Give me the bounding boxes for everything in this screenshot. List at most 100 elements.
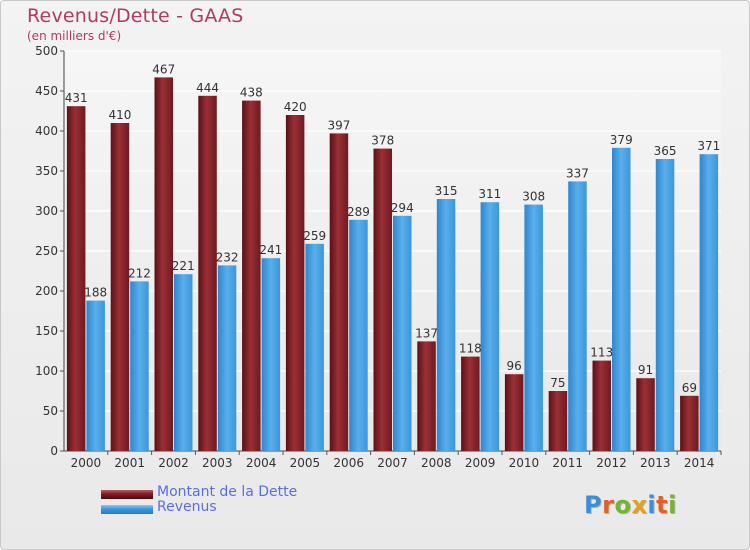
legend-label-dette: Montant de la Dette: [157, 484, 298, 500]
bar-dette: [198, 95, 217, 452]
data-label: 75: [550, 376, 565, 390]
data-label: 259: [303, 229, 326, 243]
data-label: 311: [478, 187, 501, 201]
x-tick-label: 2004: [246, 456, 277, 470]
data-label: 212: [128, 266, 151, 280]
bar-dette: [110, 123, 130, 451]
x-tick-label: 2006: [333, 456, 364, 470]
x-tick-label: 2000: [71, 456, 102, 470]
data-label: 438: [240, 86, 263, 100]
data-label: 397: [327, 118, 350, 132]
proxiti-logo: Proxiti: [584, 491, 677, 519]
bar-revenus: [86, 300, 105, 451]
data-label: 410: [108, 108, 131, 122]
bar-dette: [66, 106, 86, 451]
y-tick-label: 0: [50, 444, 58, 458]
bar-revenus: [524, 204, 543, 451]
x-tick-label: 2001: [114, 456, 145, 470]
data-label: 315: [435, 184, 458, 198]
bar-dette: [680, 395, 699, 451]
bar-revenus: [174, 274, 193, 451]
legend-label-revenus: Revenus: [157, 499, 217, 515]
x-tick-label: 2012: [596, 456, 627, 470]
logo-letter: P: [584, 491, 603, 519]
data-label: 188: [84, 286, 107, 300]
data-label: 137: [415, 326, 438, 340]
data-label: 118: [459, 342, 482, 356]
bar-dette: [504, 374, 524, 451]
logo-letter: i: [647, 491, 657, 519]
logo-letter: i: [668, 491, 677, 519]
y-tick-label: 300: [35, 204, 58, 218]
bar-revenus: [568, 181, 587, 451]
bar-dette: [242, 100, 261, 451]
data-label: 379: [610, 133, 633, 147]
bar-dette: [592, 360, 611, 451]
data-label: 241: [259, 243, 282, 257]
bar-dette: [461, 356, 480, 451]
data-label: 96: [507, 359, 522, 373]
y-tick-label: 50: [43, 404, 58, 418]
legend-swatch-dette: [101, 490, 153, 499]
chart-title: Revenus/Dette - GAAS: [27, 5, 244, 27]
data-label: 467: [152, 62, 175, 76]
y-tick-label: 400: [35, 124, 58, 138]
x-tick-label: 2002: [158, 456, 189, 470]
bar-dette: [373, 148, 392, 451]
x-tick-label: 2013: [640, 456, 671, 470]
bar-dette: [285, 115, 305, 451]
bar-dette: [548, 391, 568, 451]
chart-subtitle: (en milliers d'€): [27, 29, 122, 43]
data-label: 371: [697, 139, 720, 153]
x-tick-label: 2007: [377, 456, 408, 470]
bar-revenus: [612, 147, 631, 452]
data-label: 294: [391, 201, 414, 215]
y-tick-label: 150: [35, 324, 58, 338]
bar-revenus: [217, 265, 237, 451]
data-label: 365: [654, 144, 677, 158]
y-tick-label: 200: [35, 284, 58, 298]
legend-swatch-revenus: [101, 505, 153, 514]
data-label: 69: [682, 381, 697, 395]
data-label: 378: [371, 134, 394, 148]
bar-revenus: [480, 202, 500, 451]
x-tick-label: 2005: [290, 456, 321, 470]
logo-letter: r: [602, 491, 615, 519]
data-label: 113: [590, 346, 613, 360]
bar-revenus: [436, 199, 456, 451]
bar-revenus: [261, 258, 281, 451]
y-tick-label: 250: [35, 244, 58, 258]
data-label: 337: [566, 166, 589, 180]
x-tick-label: 2009: [465, 456, 496, 470]
x-tick-label: 2011: [552, 456, 583, 470]
logo-letter: t: [656, 491, 669, 519]
data-label: 308: [522, 190, 545, 204]
x-tick-label: 2008: [421, 456, 452, 470]
data-label: 91: [638, 363, 653, 377]
data-label: 444: [196, 81, 219, 95]
y-tick-label: 100: [35, 364, 58, 378]
data-label: 232: [216, 250, 239, 264]
bar-revenus: [349, 219, 368, 451]
x-tick-label: 2010: [509, 456, 540, 470]
y-tick-label: 500: [35, 44, 58, 58]
x-tick-label: 2014: [684, 456, 715, 470]
data-label: 420: [284, 100, 307, 114]
bar-dette: [329, 133, 349, 451]
data-label: 221: [172, 259, 195, 273]
data-label: 289: [347, 205, 370, 219]
bar-revenus: [655, 159, 675, 451]
logo-letter: x: [631, 491, 648, 519]
bar-revenus: [393, 215, 412, 451]
bar-dette: [154, 77, 173, 452]
bar-dette: [636, 378, 655, 451]
x-tick-label: 2003: [202, 456, 233, 470]
bar-revenus: [699, 154, 719, 451]
y-tick-label: 450: [35, 84, 58, 98]
bar-dette: [417, 341, 436, 451]
bar-revenus: [130, 281, 149, 451]
logo-letter: o: [614, 491, 632, 519]
bar-revenus: [305, 243, 324, 451]
